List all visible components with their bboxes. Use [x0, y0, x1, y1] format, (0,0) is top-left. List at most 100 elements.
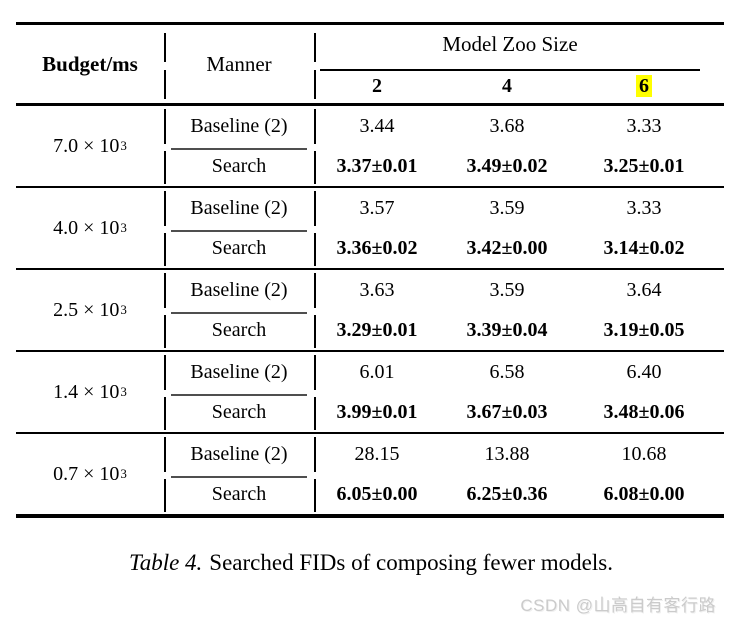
budget-base: 4.0 × 10 — [53, 216, 120, 239]
column-divider — [164, 397, 166, 430]
manner-baseline-label: Baseline (2) — [190, 279, 288, 301]
column-divider — [164, 315, 166, 348]
column-divider — [314, 233, 316, 266]
baseline-underline — [171, 476, 307, 478]
fid-value: 3.37±0.01 — [336, 155, 418, 177]
header-budget: Budget/ms — [42, 51, 138, 76]
table-top-rule — [16, 22, 724, 25]
column-divider — [164, 109, 166, 144]
caption-text: Searched FIDs of composing fewer models. — [209, 550, 613, 575]
budget-value: 2.5 × 10 3 — [53, 298, 127, 321]
search-values-row: 3.29±0.01 3.39±0.04 3.19±0.05 — [314, 313, 714, 348]
header-manner: Manner — [206, 51, 272, 76]
baseline-values-row: 6.01 6.58 6.40 — [314, 353, 714, 391]
column-divider — [314, 191, 316, 226]
fid-value: 3.48±0.06 — [603, 401, 685, 423]
table-bottom-rule — [16, 514, 724, 518]
manner-search-label: Search — [211, 237, 267, 259]
column-divider — [314, 397, 316, 430]
search-values-row: 6.05±0.00 6.25±0.36 6.08±0.00 — [314, 477, 714, 512]
csdn-watermark: CSDN @山高自有客行路 — [520, 596, 716, 615]
fid-value: 6.08±0.00 — [603, 483, 685, 505]
manner-search-label: Search — [211, 483, 267, 505]
manner-search-label: Search — [211, 155, 267, 177]
column-divider — [164, 191, 166, 226]
column-divider — [314, 109, 316, 144]
block-separator — [16, 268, 724, 270]
manner-baseline-label: Baseline (2) — [190, 197, 288, 219]
budget-block-700: 0.7 × 10 3 Baseline (2) Search 28.15 13.8… — [16, 434, 724, 514]
budget-block-1400: 1.4 × 10 3 Baseline (2) Search 6.01 6.58 … — [16, 352, 724, 432]
fid-value: 3.67±0.03 — [466, 401, 548, 423]
fid-value: 3.64 — [626, 278, 662, 301]
manner-search-label: Search — [211, 401, 267, 423]
fid-value: 6.58 — [489, 360, 525, 383]
baseline-values-row: 3.57 3.59 3.33 — [314, 189, 714, 227]
table-header: Budget/ms Manner Model Zoo Size 2 4 6 — [16, 25, 724, 103]
zoo-size-2: 2 — [372, 75, 382, 97]
column-divider — [164, 33, 166, 62]
zoo-size-columns: 2 4 6 — [314, 75, 724, 98]
fid-value: 3.68 — [489, 114, 525, 137]
manner-baseline-label: Baseline (2) — [190, 361, 288, 383]
header-model-zoo-size: Model Zoo Size — [442, 32, 578, 56]
manner-baseline-label: Baseline (2) — [190, 443, 288, 465]
fid-value: 3.42±0.00 — [466, 237, 548, 259]
fid-value: 3.39±0.04 — [466, 319, 548, 341]
fid-value: 3.49±0.02 — [466, 155, 548, 177]
fid-value: 6.05±0.00 — [336, 483, 418, 505]
fid-value: 3.99±0.01 — [336, 401, 418, 423]
fid-value: 3.33 — [626, 196, 662, 219]
budget-value: 7.0 × 10 3 — [53, 134, 127, 157]
column-divider — [314, 33, 316, 62]
fid-value: 28.15 — [354, 442, 400, 465]
model-zoo-size-underline — [320, 69, 700, 71]
column-divider — [314, 70, 316, 99]
manner-baseline-label: Baseline (2) — [190, 115, 288, 137]
manner-search-label: Search — [211, 319, 267, 341]
fid-value: 3.33 — [626, 114, 662, 137]
baseline-underline — [171, 230, 307, 232]
budget-value: 1.4 × 10 3 — [53, 380, 127, 403]
budget-block-4000: 4.0 × 10 3 Baseline (2) Search 3.57 3.59 … — [16, 188, 724, 268]
column-divider — [164, 70, 166, 99]
fid-value: 3.29±0.01 — [336, 319, 418, 341]
column-divider — [314, 355, 316, 390]
block-separator — [16, 432, 724, 434]
budget-base: 2.5 × 10 — [53, 298, 120, 321]
search-values-row: 3.37±0.01 3.49±0.02 3.25±0.01 — [314, 149, 714, 184]
baseline-values-row: 3.63 3.59 3.64 — [314, 271, 714, 309]
baseline-underline — [171, 148, 307, 150]
column-divider — [314, 315, 316, 348]
budget-base: 7.0 × 10 — [53, 134, 120, 157]
fid-value: 3.44 — [359, 114, 395, 137]
fid-value: 13.88 — [484, 442, 530, 465]
column-divider — [314, 151, 316, 184]
budget-block-2500: 2.5 × 10 3 Baseline (2) Search 3.63 3.59 … — [16, 270, 724, 350]
fid-value: 6.25±0.36 — [466, 483, 548, 505]
fid-value: 3.25±0.01 — [603, 155, 685, 177]
budget-block-7000: 7.0 × 10 3 Baseline (2) Search 3.44 3.68 … — [16, 106, 724, 186]
column-divider — [164, 151, 166, 184]
budget-base: 1.4 × 10 — [53, 380, 120, 403]
fid-value: 3.19±0.05 — [603, 319, 685, 341]
fid-value: 3.63 — [359, 278, 395, 301]
highlighted-zoo-size: 6 — [636, 75, 652, 97]
header-bottom-rule — [16, 103, 724, 106]
caption-tag: Table 4. — [129, 550, 203, 575]
results-table: Budget/ms Manner Model Zoo Size 2 4 6 7.… — [16, 22, 724, 518]
budget-base: 0.7 × 10 — [53, 462, 120, 485]
budget-value: 0.7 × 10 3 — [53, 462, 127, 485]
column-divider — [314, 479, 316, 512]
search-values-row: 3.99±0.01 3.67±0.03 3.48±0.06 — [314, 395, 714, 430]
baseline-values-row: 28.15 13.88 10.68 — [314, 435, 714, 473]
column-divider — [164, 479, 166, 512]
column-divider — [164, 233, 166, 266]
column-divider — [164, 273, 166, 308]
column-divider — [164, 355, 166, 390]
column-divider — [314, 273, 316, 308]
baseline-values-row: 3.44 3.68 3.33 — [314, 107, 714, 145]
column-divider — [164, 437, 166, 472]
search-values-row: 3.36±0.02 3.42±0.00 3.14±0.02 — [314, 231, 714, 266]
budget-value: 4.0 × 10 3 — [53, 216, 127, 239]
